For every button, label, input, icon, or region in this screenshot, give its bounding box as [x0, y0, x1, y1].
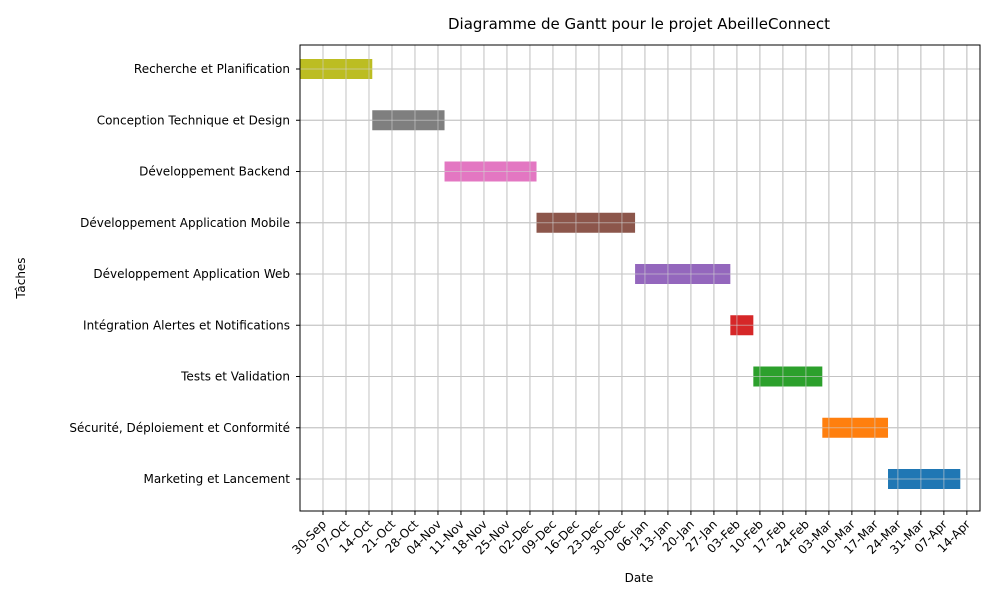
y-tick-label: Développement Backend: [139, 165, 290, 179]
y-tick-label: Développement Application Mobile: [80, 216, 290, 230]
y-tick-label: Recherche et Planification: [134, 62, 290, 76]
plot-frame: [299, 44, 981, 512]
chart-title: Diagramme de Gantt pour le projet Abeill…: [448, 15, 830, 33]
y-tick-label: Marketing et Lancement: [143, 472, 290, 486]
x-axis-ticks: 30-Sep07-Oct14-Oct21-Oct28-Oct04-Nov11-N…: [289, 511, 973, 558]
y-axis-ticks: Recherche et Planification Conception Tec…: [69, 62, 300, 486]
y-tick-label: Sécurité, Déploiement et Conformité: [69, 421, 290, 435]
x-axis-label: Date: [625, 571, 654, 585]
y-tick-label: Conception Technique et Design: [97, 113, 290, 127]
y-tick-label: Développement Application Web: [93, 267, 290, 281]
y-tick-label: Intégration Alertes et Notifications: [83, 318, 290, 332]
bar-layer: [300, 45, 980, 511]
y-axis-label: Tâches: [14, 257, 28, 299]
y-tick-label: Tests et Validation: [180, 370, 290, 384]
